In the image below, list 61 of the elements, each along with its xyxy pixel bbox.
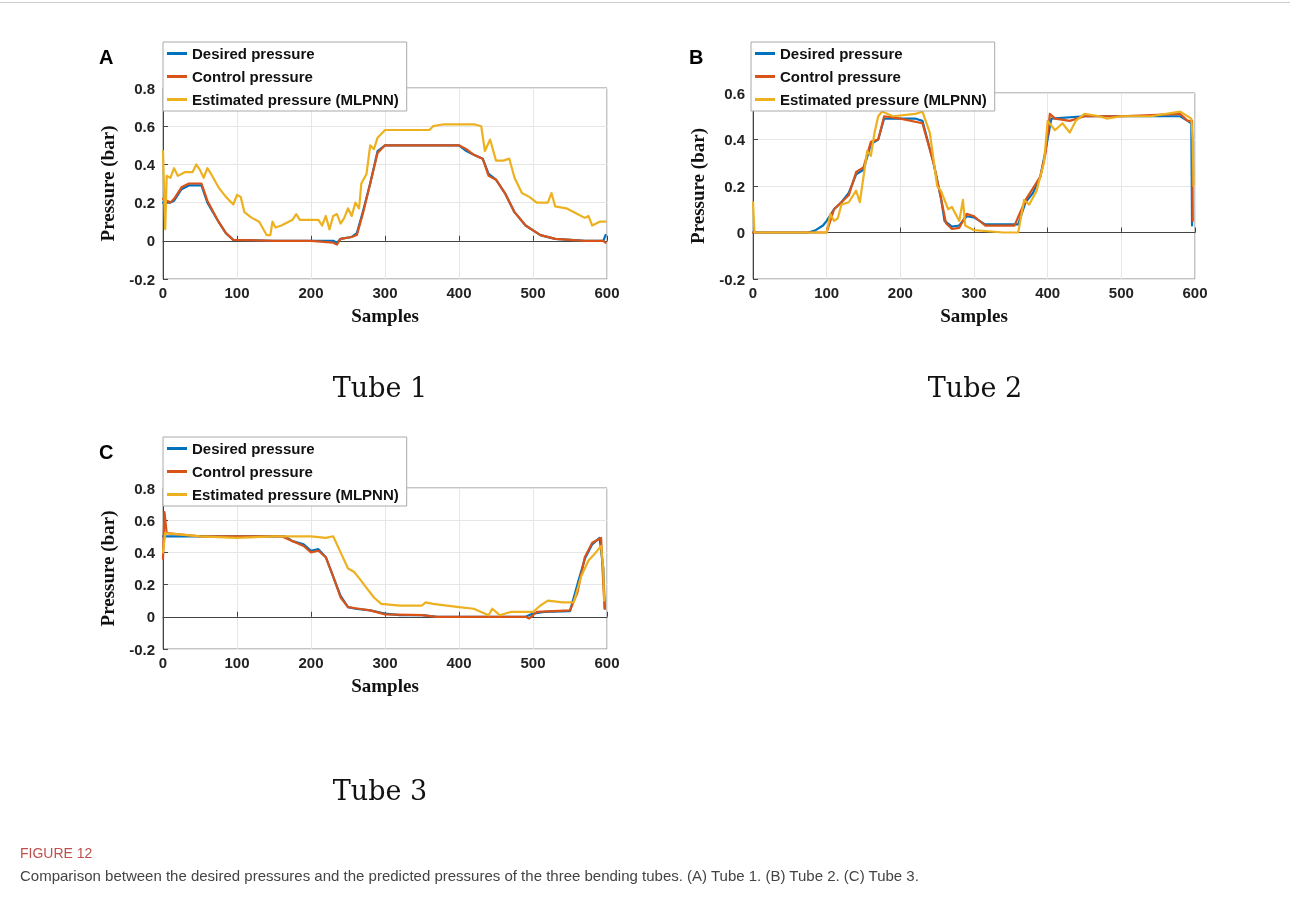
x-tick-label: 0 <box>158 284 168 301</box>
x-tick-label: 500 <box>1108 284 1134 301</box>
legend-label: Estimated pressure (MLPNN) <box>192 91 399 108</box>
y-tick-label: 0.4 <box>724 131 746 148</box>
x-tick-label: 200 <box>298 284 324 301</box>
legend-label: Estimated pressure (MLPNN) <box>780 91 987 108</box>
x-tick-label: 400 <box>1035 284 1061 301</box>
legend-label: Desired pressure <box>780 45 903 62</box>
x-axis-title: Samples <box>940 305 1008 326</box>
x-tick-label: 300 <box>372 654 398 671</box>
y-tick-label: 0.6 <box>134 511 155 529</box>
legend-label: Desired pressure <box>192 440 315 457</box>
y-axis-title: Pressure (bar) <box>97 125 119 242</box>
x-tick-label: 500 <box>520 654 546 671</box>
y-tick-label: 0.2 <box>134 194 155 212</box>
y-tick-label: -0.2 <box>719 270 745 288</box>
x-tick-label: 300 <box>961 284 987 301</box>
x-tick-label: 400 <box>446 654 472 671</box>
x-tick-label: 600 <box>1182 284 1208 301</box>
chart-title: A <box>99 46 114 68</box>
x-tick-label: 0 <box>158 654 168 671</box>
chart-title: C <box>99 441 114 463</box>
y-tick-label: 0.2 <box>134 576 155 594</box>
x-tick-label: 100 <box>224 654 250 671</box>
x-tick-label: 600 <box>594 284 620 301</box>
x-tick-label: 200 <box>887 284 913 301</box>
x-axis-title: Samples <box>351 675 419 696</box>
chart-title: B <box>689 46 704 68</box>
y-axis-title: Pressure (bar) <box>687 128 709 244</box>
x-tick-label: 0 <box>748 284 758 301</box>
y-tick-label: 0.6 <box>134 117 155 135</box>
y-tick-label: 0.8 <box>134 479 155 497</box>
y-tick-label: -0.2 <box>129 270 155 288</box>
text: Comparison between the desired pressures and the predicted pressures of the three bending tubes. (A) Tube 1. (B) Tube 2. (C) Tube 3. <box>20 867 919 884</box>
legend-label: Control pressure <box>780 68 901 85</box>
y-tick-label: 0.4 <box>134 155 156 173</box>
y-tick-label: 0.8 <box>134 79 155 97</box>
y-tick-label: 0 <box>146 232 155 250</box>
x-axis-title: Samples <box>351 305 419 326</box>
y-tick-label: 0 <box>736 224 745 241</box>
text: Tube 2 <box>927 372 1023 403</box>
legend-label: Estimated pressure (MLPNN) <box>192 486 399 503</box>
x-tick-label: 100 <box>224 284 250 301</box>
y-tick-label: 0.6 <box>724 84 745 102</box>
x-tick-label: 400 <box>446 284 472 301</box>
y-axis-title: Pressure (bar) <box>97 510 119 627</box>
x-tick-label: 100 <box>814 284 840 301</box>
legend-label: Desired pressure <box>192 45 315 62</box>
y-tick-label: 0.4 <box>134 543 156 561</box>
x-tick-label: 300 <box>372 284 398 301</box>
legend-label: Control pressure <box>192 68 313 85</box>
x-tick-label: 200 <box>298 654 324 671</box>
y-tick-label: -0.2 <box>129 640 155 658</box>
caption: FIGURE 12 <box>20 845 93 861</box>
x-tick-label: 600 <box>594 654 620 671</box>
y-tick-label: 0 <box>146 608 155 626</box>
y-tick-label: 0.2 <box>724 177 745 195</box>
text: Tube 1 <box>332 372 428 403</box>
legend-label: Control pressure <box>192 463 313 480</box>
x-tick-label: 500 <box>520 284 546 301</box>
text: Tube 3 <box>332 775 428 806</box>
